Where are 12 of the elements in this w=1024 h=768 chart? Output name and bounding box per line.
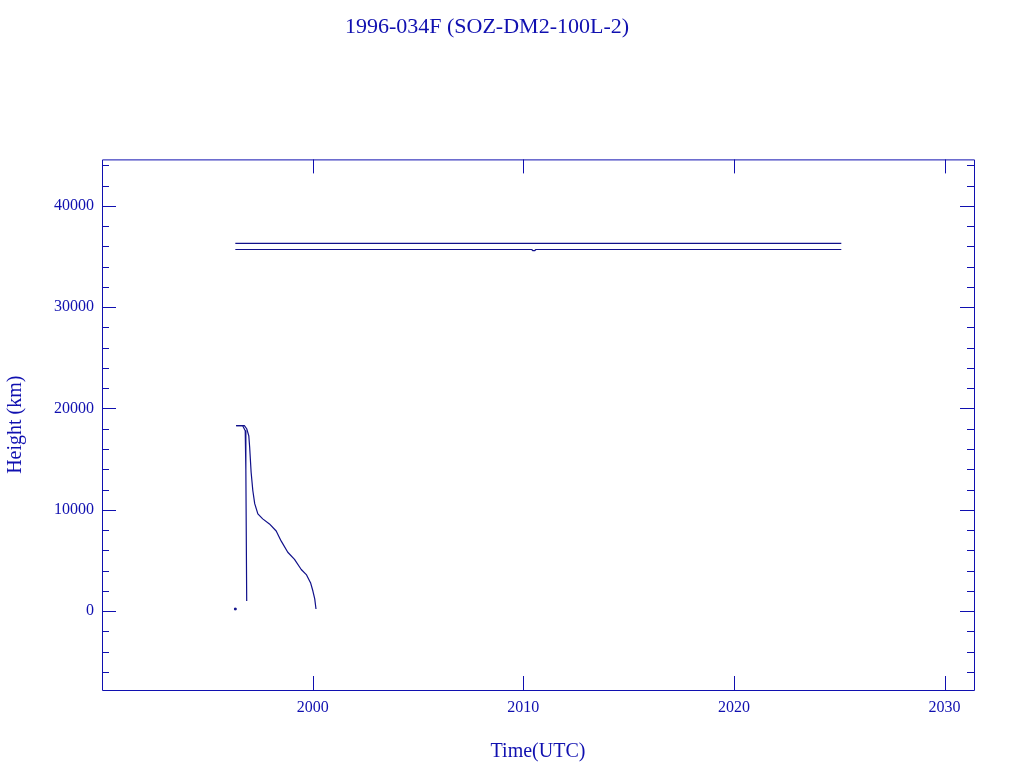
y-tick-label: 30000	[54, 297, 94, 315]
x-axis-title: Time(UTC)	[490, 739, 586, 763]
y-tick-label: 20000	[54, 398, 94, 416]
y-tick-label: 0	[86, 601, 94, 619]
y-tick-label: 40000	[54, 196, 94, 214]
x-tick-label: 2000	[296, 697, 329, 715]
chart-title: 1996-034F (SOZ-DM2-100L-2)	[344, 12, 630, 38]
y-tick-label: 10000	[54, 499, 94, 517]
x-tick-label: 2030	[928, 697, 961, 715]
x-tick-label: 2020	[717, 697, 750, 715]
x-tick-label: 2010	[507, 697, 540, 715]
y-axis-title: Height (km)	[3, 375, 27, 474]
